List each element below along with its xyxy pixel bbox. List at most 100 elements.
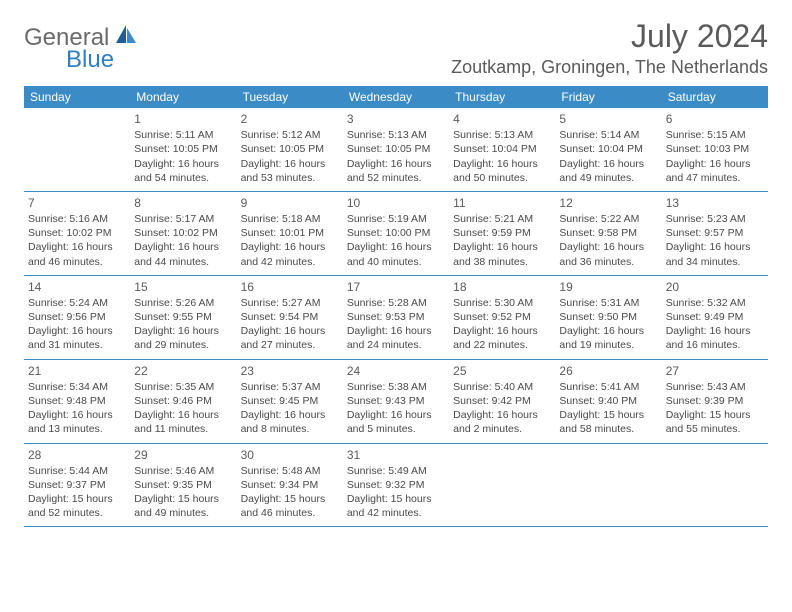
sunrise-text: Sunrise: 5:11 AM bbox=[134, 128, 232, 142]
sunset-text: Sunset: 10:02 PM bbox=[134, 226, 232, 240]
sunrise-text: Sunrise: 5:34 AM bbox=[28, 380, 126, 394]
day-cell: 29Sunrise: 5:46 AMSunset: 9:35 PMDayligh… bbox=[130, 444, 236, 527]
calendar-week: 7Sunrise: 5:16 AMSunset: 10:02 PMDayligh… bbox=[24, 192, 768, 276]
day-number: 27 bbox=[666, 363, 764, 379]
sunrise-text: Sunrise: 5:23 AM bbox=[666, 212, 764, 226]
daylight-text: Daylight: 16 hours and 8 minutes. bbox=[241, 408, 339, 436]
sunset-text: Sunset: 9:40 PM bbox=[559, 394, 657, 408]
calendar-week: 21Sunrise: 5:34 AMSunset: 9:48 PMDayligh… bbox=[24, 360, 768, 444]
sunset-text: Sunset: 10:03 PM bbox=[666, 142, 764, 156]
sunset-text: Sunset: 10:00 PM bbox=[347, 226, 445, 240]
day-header: Friday bbox=[555, 86, 661, 108]
sunset-text: Sunset: 9:46 PM bbox=[134, 394, 232, 408]
day-cell: 28Sunrise: 5:44 AMSunset: 9:37 PMDayligh… bbox=[24, 444, 130, 527]
sunrise-text: Sunrise: 5:21 AM bbox=[453, 212, 551, 226]
day-number: 24 bbox=[347, 363, 445, 379]
day-number: 29 bbox=[134, 447, 232, 463]
sunrise-text: Sunrise: 5:41 AM bbox=[559, 380, 657, 394]
day-number: 25 bbox=[453, 363, 551, 379]
day-number: 12 bbox=[559, 195, 657, 211]
sunrise-text: Sunrise: 5:35 AM bbox=[134, 380, 232, 394]
day-number: 2 bbox=[241, 111, 339, 127]
day-number: 14 bbox=[28, 279, 126, 295]
day-cell: 19Sunrise: 5:31 AMSunset: 9:50 PMDayligh… bbox=[555, 276, 661, 359]
sunrise-text: Sunrise: 5:46 AM bbox=[134, 464, 232, 478]
daylight-text: Daylight: 16 hours and 34 minutes. bbox=[666, 240, 764, 268]
sunrise-text: Sunrise: 5:28 AM bbox=[347, 296, 445, 310]
day-number: 15 bbox=[134, 279, 232, 295]
day-number: 6 bbox=[666, 111, 764, 127]
day-header: Monday bbox=[130, 86, 236, 108]
day-number: 28 bbox=[28, 447, 126, 463]
sunrise-text: Sunrise: 5:24 AM bbox=[28, 296, 126, 310]
day-number: 19 bbox=[559, 279, 657, 295]
logo: General Blue bbox=[24, 18, 138, 74]
day-cell: 15Sunrise: 5:26 AMSunset: 9:55 PMDayligh… bbox=[130, 276, 236, 359]
daylight-text: Daylight: 16 hours and 19 minutes. bbox=[559, 324, 657, 352]
daylight-text: Daylight: 16 hours and 22 minutes. bbox=[453, 324, 551, 352]
day-cell: 23Sunrise: 5:37 AMSunset: 9:45 PMDayligh… bbox=[237, 360, 343, 443]
day-number: 13 bbox=[666, 195, 764, 211]
sunset-text: Sunset: 9:58 PM bbox=[559, 226, 657, 240]
day-cell: 24Sunrise: 5:38 AMSunset: 9:43 PMDayligh… bbox=[343, 360, 449, 443]
sunset-text: Sunset: 9:35 PM bbox=[134, 478, 232, 492]
day-cell: 31Sunrise: 5:49 AMSunset: 9:32 PMDayligh… bbox=[343, 444, 449, 527]
day-number: 3 bbox=[347, 111, 445, 127]
day-number: 1 bbox=[134, 111, 232, 127]
day-header: Tuesday bbox=[237, 86, 343, 108]
day-number: 9 bbox=[241, 195, 339, 211]
day-headers-row: Sunday Monday Tuesday Wednesday Thursday… bbox=[24, 86, 768, 108]
day-number: 8 bbox=[134, 195, 232, 211]
day-cell: 30Sunrise: 5:48 AMSunset: 9:34 PMDayligh… bbox=[237, 444, 343, 527]
day-cell: 11Sunrise: 5:21 AMSunset: 9:59 PMDayligh… bbox=[449, 192, 555, 275]
day-cell: 14Sunrise: 5:24 AMSunset: 9:56 PMDayligh… bbox=[24, 276, 130, 359]
day-number: 11 bbox=[453, 195, 551, 211]
calendar-week: 14Sunrise: 5:24 AMSunset: 9:56 PM Dayligh… bbox=[24, 276, 768, 360]
sunset-text: Sunset: 9:56 PM bbox=[28, 310, 126, 324]
daylight-text: Daylight: 16 hours and 24 minutes. bbox=[347, 324, 445, 352]
day-cell bbox=[449, 444, 555, 527]
daylight-text: Daylight: 15 hours and 42 minutes. bbox=[347, 492, 445, 520]
sunrise-text: Sunrise: 5:12 AM bbox=[241, 128, 339, 142]
sunrise-text: Sunrise: 5:43 AM bbox=[666, 380, 764, 394]
sunset-text: Sunset: 9:37 PM bbox=[28, 478, 126, 492]
day-number: 20 bbox=[666, 279, 764, 295]
day-number: 7 bbox=[28, 195, 126, 211]
daylight-text: Daylight: 16 hours and 27 minutes. bbox=[241, 324, 339, 352]
daylight-text: Daylight: 16 hours and 42 minutes. bbox=[241, 240, 339, 268]
sunrise-text: Sunrise: 5:22 AM bbox=[559, 212, 657, 226]
sunset-text: Sunset: 9:34 PM bbox=[241, 478, 339, 492]
day-number: 16 bbox=[241, 279, 339, 295]
sunset-text: Sunset: 10:04 PM bbox=[559, 142, 657, 156]
day-number: 4 bbox=[453, 111, 551, 127]
sunset-text: Sunset: 9:43 PM bbox=[347, 394, 445, 408]
daylight-text: Daylight: 16 hours and 13 minutes. bbox=[28, 408, 126, 436]
sunrise-text: Sunrise: 5:40 AM bbox=[453, 380, 551, 394]
day-cell: 26Sunrise: 5:41 AMSunset: 9:40 PMDayligh… bbox=[555, 360, 661, 443]
day-cell: 1Sunrise: 5:11 AMSunset: 10:05 PMDayligh… bbox=[130, 108, 236, 191]
day-number: 23 bbox=[241, 363, 339, 379]
calendar-week: 28Sunrise: 5:44 AMSunset: 9:37 PMDayligh… bbox=[24, 444, 768, 528]
day-number: 10 bbox=[347, 195, 445, 211]
sunrise-text: Sunrise: 5:26 AM bbox=[134, 296, 232, 310]
day-cell: 12Sunrise: 5:22 AMSunset: 9:58 PMDayligh… bbox=[555, 192, 661, 275]
day-number: 21 bbox=[28, 363, 126, 379]
sunset-text: Sunset: 10:05 PM bbox=[347, 142, 445, 156]
sunrise-text: Sunrise: 5:13 AM bbox=[453, 128, 551, 142]
daylight-text: Daylight: 16 hours and 49 minutes. bbox=[559, 157, 657, 185]
page-title: July 2024 bbox=[451, 18, 768, 55]
location-subtitle: Zoutkamp, Groningen, The Netherlands bbox=[451, 57, 768, 78]
sunrise-text: Sunrise: 5:31 AM bbox=[559, 296, 657, 310]
sunrise-text: Sunrise: 5:38 AM bbox=[347, 380, 445, 394]
sunset-text: Sunset: 9:32 PM bbox=[347, 478, 445, 492]
day-cell bbox=[555, 444, 661, 527]
day-cell: 27Sunrise: 5:43 AMSunset: 9:39 PMDayligh… bbox=[662, 360, 768, 443]
sunrise-text: Sunrise: 5:30 AM bbox=[453, 296, 551, 310]
daylight-text: Daylight: 16 hours and 44 minutes. bbox=[134, 240, 232, 268]
sail-icon bbox=[116, 25, 138, 50]
sunrise-text: Sunrise: 5:16 AM bbox=[28, 212, 126, 226]
sunrise-text: Sunrise: 5:49 AM bbox=[347, 464, 445, 478]
daylight-text: Daylight: 16 hours and 16 minutes. bbox=[666, 324, 764, 352]
day-header: Saturday bbox=[662, 86, 768, 108]
sunrise-text: Sunrise: 5:17 AM bbox=[134, 212, 232, 226]
